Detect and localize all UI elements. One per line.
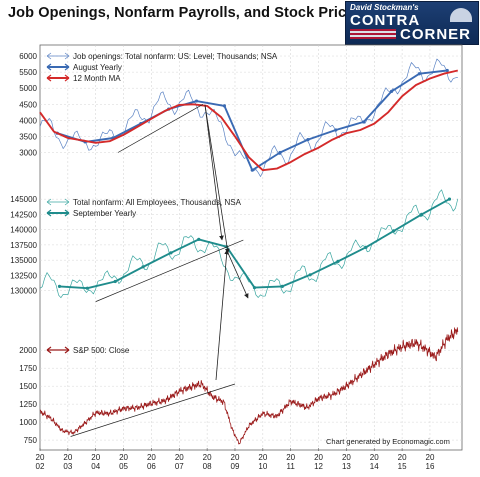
- annotation-arrow: [204, 104, 230, 254]
- chart-title: Job Openings, Nonfarm Payrolls, and Stoc…: [8, 5, 363, 21]
- series-point: [278, 150, 282, 155]
- series-point: [447, 197, 452, 201]
- logo-word-corner: CORNER: [400, 26, 472, 43]
- capitol-dome-icon: [450, 8, 472, 22]
- series-point: [250, 168, 254, 172]
- series-line-ma-0: [39, 69, 459, 172]
- series-point: [280, 284, 284, 288]
- series-point: [141, 265, 145, 269]
- trend-line-job-openings: [117, 103, 204, 153]
- legend-arrowheads: [46, 209, 70, 217]
- series-point: [308, 273, 312, 277]
- series-point: [420, 212, 424, 216]
- legend-arrowheads: [46, 52, 70, 60]
- plot-frame: [39, 44, 463, 451]
- y-tick-label: 132500: [10, 271, 37, 280]
- series-point: [85, 286, 89, 290]
- y-tick-label: 750: [24, 436, 38, 445]
- series-point: [389, 89, 394, 94]
- legend-label: 12 Month MA: [73, 74, 121, 83]
- y-tick-label: 1000: [19, 418, 37, 427]
- y-tick-label: 1500: [19, 382, 37, 391]
- y-tick-label: 142500: [10, 210, 37, 219]
- credit-text: Chart generated by Economagic.com: [326, 437, 450, 446]
- series-point: [222, 104, 226, 108]
- legend-arrowheads: [46, 346, 70, 354]
- logo-word-contra: CONTRA: [350, 12, 421, 29]
- x-tick-label: 20 13: [342, 453, 351, 471]
- x-tick-label: 20 12: [314, 453, 323, 471]
- axes: 3000 3500 4000 4500 5000 5500 6000 130000 132500…: [10, 52, 435, 471]
- series-point: [445, 68, 449, 73]
- series-point: [252, 286, 257, 290]
- legend-label: September Yearly: [73, 209, 136, 218]
- x-tick-label: 20 08: [203, 453, 212, 471]
- series-point: [336, 259, 340, 263]
- y-tick-label: 3500: [19, 132, 37, 141]
- y-tick-label: 4500: [19, 100, 37, 109]
- flag-graphic: [350, 29, 396, 39]
- y-tick-label: 2000: [19, 346, 37, 355]
- annotation-arrow: [215, 249, 230, 381]
- series-group: [39, 58, 459, 445]
- annotation-arrow: [227, 252, 249, 299]
- y-tick-label: 137500: [10, 241, 37, 250]
- y-tick-label: 1750: [19, 364, 37, 373]
- series-point: [417, 72, 421, 76]
- legend-label: Total nonfarm: All Employees, Thousands,…: [73, 198, 242, 207]
- series-point: [306, 138, 310, 142]
- x-tick-label: 20 05: [119, 453, 128, 471]
- y-tick-label: 3000: [19, 148, 37, 157]
- series-line-sp500-2: [39, 327, 459, 445]
- legends: Job openings: Total nonfarm: US: Level; …: [46, 52, 278, 355]
- legend-arrowheads: [46, 198, 70, 206]
- y-tick-label: 6000: [19, 52, 37, 61]
- series-point: [113, 279, 117, 284]
- y-tick-label: 135000: [10, 256, 37, 265]
- y-tick-label: 4000: [19, 116, 37, 125]
- x-tick-label: 20 02: [36, 453, 45, 471]
- annotations-group: [70, 103, 249, 437]
- x-tick-label: 20 16: [426, 453, 435, 471]
- y-tick-label: 130000: [10, 287, 37, 296]
- series-point: [197, 237, 201, 242]
- x-tick-label: 20 10: [258, 453, 267, 471]
- y-tick-label: 140000: [10, 226, 37, 235]
- x-tick-label: 20 07: [175, 453, 184, 471]
- contra-corner-logo: David Stockman's CONTRA CORNER: [345, 1, 479, 45]
- grid: [40, 45, 462, 450]
- series-point: [194, 99, 199, 103]
- annotation-arrow: [204, 104, 224, 241]
- series-point: [334, 128, 338, 132]
- trend-line-payrolls: [95, 239, 244, 302]
- x-tick-label: 20 04: [91, 453, 100, 471]
- series-point: [364, 245, 368, 249]
- logo-byline: David Stockman's: [350, 3, 419, 12]
- y-tick-label: 1250: [19, 400, 37, 409]
- legend-label: Job openings: Total nonfarm: US: Level; …: [73, 52, 278, 61]
- series-point: [57, 284, 62, 288]
- legend-arrowheads: [46, 63, 70, 71]
- series-point: [392, 229, 396, 233]
- x-tick-label: 20 03: [63, 453, 72, 471]
- y-tick-label: 145000: [10, 195, 37, 204]
- y-tick-label: 5000: [19, 84, 37, 93]
- x-tick-label: 20 14: [370, 453, 379, 471]
- y-tick-label: 5500: [19, 68, 37, 77]
- x-tick-label: 20 06: [147, 453, 156, 471]
- series-point: [362, 120, 366, 124]
- legend-label: S&P 500: Close: [73, 346, 130, 355]
- x-tick-label: 20 09: [231, 453, 240, 471]
- legend-label: August Yearly: [73, 63, 122, 72]
- series-line-thin-1: [39, 189, 459, 299]
- x-tick-label: 20 11: [286, 453, 295, 471]
- trend-line-sp500: [70, 383, 236, 437]
- x-tick-label: 20 15: [398, 453, 407, 471]
- series-point: [169, 251, 173, 255]
- legend-arrowheads: [46, 74, 70, 82]
